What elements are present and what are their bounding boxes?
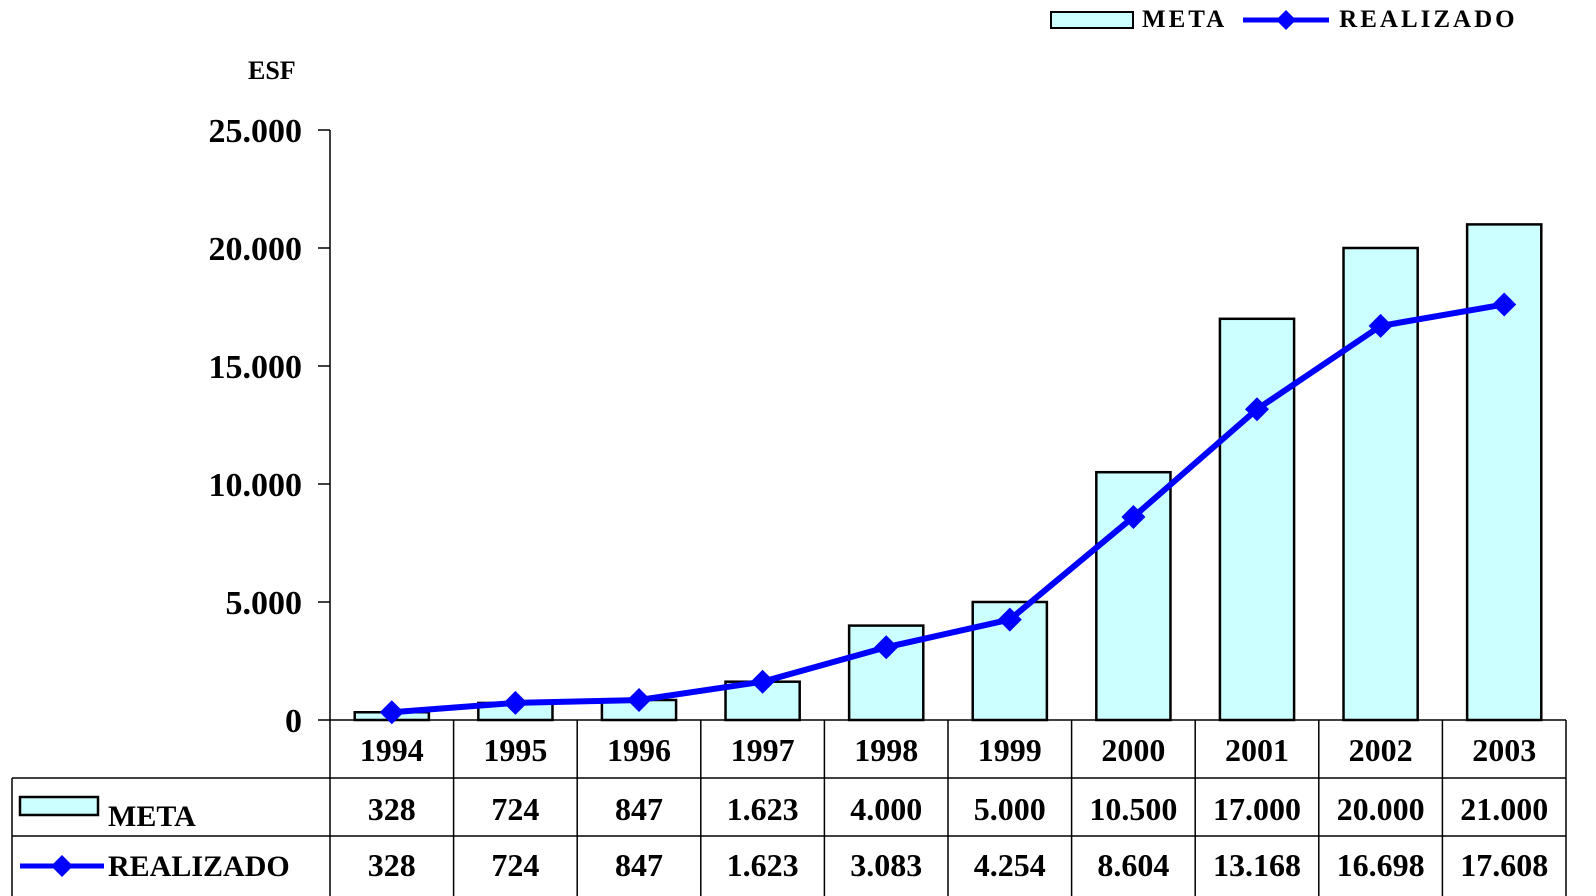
marker-realizado-1995 bbox=[503, 690, 528, 715]
x-category-label: 1999 bbox=[978, 732, 1042, 768]
y-tick-label: 5.000 bbox=[226, 585, 303, 622]
legend: META REALIZADO bbox=[1050, 6, 1532, 34]
legend-swatch-realizado bbox=[1243, 10, 1330, 30]
x-category-label: 2002 bbox=[1349, 732, 1413, 768]
table-value-realizado: 13.168 bbox=[1213, 847, 1301, 883]
x-category-label: 1998 bbox=[854, 732, 918, 768]
table-value-meta: 4.000 bbox=[850, 791, 922, 827]
x-category-label: 1996 bbox=[607, 732, 671, 768]
marker-realizado-1994 bbox=[379, 700, 404, 725]
table-value-realizado: 328 bbox=[368, 847, 416, 883]
legend-label-meta: META bbox=[1142, 6, 1228, 33]
table-value-meta: 1.623 bbox=[727, 791, 799, 827]
marker-realizado-2002 bbox=[1368, 313, 1393, 338]
x-category-label: 2000 bbox=[1101, 732, 1165, 768]
x-category-label: 2001 bbox=[1225, 732, 1289, 768]
table-value-realizado: 3.083 bbox=[850, 847, 922, 883]
y-axis-label: ESF bbox=[248, 56, 296, 85]
y-tick-label: 10.000 bbox=[209, 467, 303, 504]
x-category-label: 1994 bbox=[360, 732, 424, 768]
table-value-realizado: 16.698 bbox=[1337, 847, 1425, 883]
legend-swatch-meta bbox=[1050, 11, 1134, 29]
x-category-label: 1997 bbox=[731, 732, 795, 768]
marker-realizado-2001 bbox=[1245, 397, 1269, 422]
marker-realizado-1998 bbox=[874, 635, 899, 660]
table-value-meta: 10.500 bbox=[1089, 791, 1177, 827]
table-value-meta: 724 bbox=[491, 791, 539, 827]
table-value-meta: 17.000 bbox=[1213, 791, 1301, 827]
table-row-label-meta: META bbox=[108, 800, 196, 833]
y-tick-label: 25.000 bbox=[209, 113, 303, 150]
x-category-label: 1995 bbox=[483, 732, 547, 768]
table-value-realizado: 724 bbox=[491, 847, 539, 883]
marker-realizado-2000 bbox=[1121, 504, 1146, 529]
table-value-meta: 847 bbox=[615, 791, 663, 827]
legend-label-realizado: REALIZADO bbox=[1339, 6, 1518, 33]
table-value-realizado: 847 bbox=[615, 847, 663, 883]
table-value-realizado: 1.623 bbox=[727, 847, 799, 883]
bar-meta-2001 bbox=[1218, 317, 1296, 722]
table-value-meta: 5.000 bbox=[974, 791, 1046, 827]
table-row-label-realizado: REALIZADO bbox=[108, 850, 290, 883]
y-tick-label: 0 bbox=[285, 703, 302, 740]
y-tick-label: 15.000 bbox=[209, 349, 303, 386]
table-value-realizado: 4.254 bbox=[974, 847, 1046, 883]
x-category-label: 2003 bbox=[1472, 732, 1536, 768]
marker-realizado-1999 bbox=[997, 607, 1022, 632]
table-value-meta: 20.000 bbox=[1337, 791, 1425, 827]
table-meta-swatch bbox=[18, 795, 100, 817]
y-tick-label: 20.000 bbox=[209, 231, 303, 268]
marker-realizado-2003 bbox=[1492, 292, 1517, 317]
table-value-realizado: 17.608 bbox=[1460, 847, 1548, 883]
marker-realizado-1996 bbox=[627, 688, 651, 713]
bar-meta-2000 bbox=[1095, 470, 1172, 722]
table-value-meta: 328 bbox=[368, 791, 416, 827]
marker-realizado-1997 bbox=[750, 669, 775, 694]
table-realizado-swatch-marker bbox=[51, 855, 73, 877]
table-value-realizado: 8.604 bbox=[1097, 847, 1169, 883]
table-value-meta: 21.000 bbox=[1460, 791, 1548, 827]
line-realizado bbox=[391, 301, 1505, 716]
